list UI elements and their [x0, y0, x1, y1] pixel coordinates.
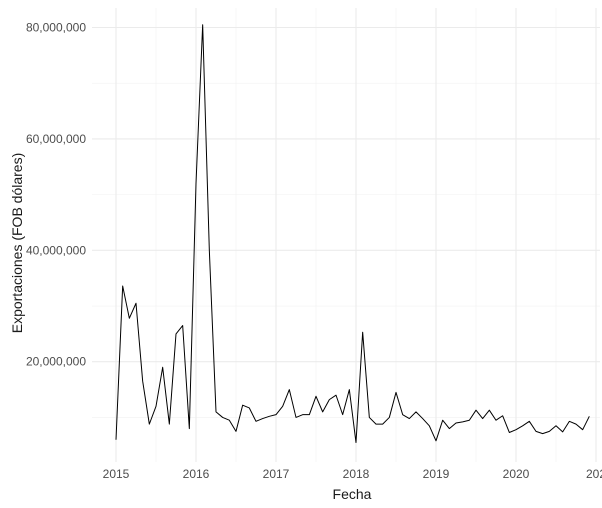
x-tick-label: 2018 — [343, 467, 370, 481]
y-axis-ticks: 20,000,000 40,000,000 60,000,000 80,000,000 — [26, 20, 86, 368]
x-tick-label: 2017 — [263, 467, 290, 481]
x-axis-ticks: 2015 2016 2017 2018 2019 2020 202 — [103, 467, 602, 481]
major-gridlines — [92, 8, 600, 462]
y-tick-label: 40,000,000 — [26, 243, 86, 257]
y-tick-label: 80,000,000 — [26, 20, 86, 34]
series-layer — [115, 24, 590, 443]
y-axis-title: Exportaciones (FOB dólares) — [9, 153, 25, 334]
x-axis-title: Fecha — [333, 486, 372, 502]
x-tick-label: 2019 — [423, 467, 450, 481]
x-tick-label: 2015 — [103, 467, 130, 481]
x-tick-label: 2020 — [503, 467, 530, 481]
minor-gridlines — [92, 8, 600, 462]
y-tick-label: 60,000,000 — [26, 132, 86, 146]
series-line — [115, 24, 590, 443]
x-tick-label: 202 — [586, 467, 602, 481]
x-tick-label: 2016 — [183, 467, 210, 481]
y-tick-label: 20,000,000 — [26, 355, 86, 369]
